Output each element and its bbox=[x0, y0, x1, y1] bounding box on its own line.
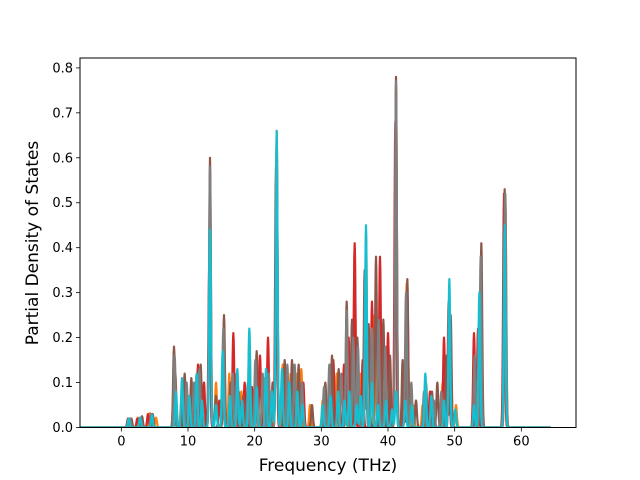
y-tick-label: 0.5 bbox=[52, 196, 73, 211]
x-tick-label: 10 bbox=[180, 435, 197, 450]
x-tick-label: 60 bbox=[513, 435, 530, 450]
y-tick-label: 0.7 bbox=[52, 106, 73, 121]
y-tick-label: 0.0 bbox=[52, 421, 73, 436]
y-tick-label: 0.6 bbox=[52, 151, 73, 166]
x-tick-label: 40 bbox=[380, 435, 397, 450]
y-tick-label: 0.8 bbox=[52, 61, 73, 76]
y-axis-label: Partial Density of States bbox=[23, 141, 43, 346]
y-tick-label: 0.1 bbox=[52, 376, 73, 391]
y-axis-ticks: 0.0 0.1 0.2 0.3 0.4 0.5 0.6 0.7 0.8 bbox=[52, 61, 80, 436]
y-tick-label: 0.2 bbox=[52, 331, 73, 346]
x-axis-ticks: 0 10 20 30 40 50 60 bbox=[117, 427, 530, 450]
y-tick-label: 0.3 bbox=[52, 286, 73, 301]
x-tick-label: 50 bbox=[446, 435, 463, 450]
plot-frame bbox=[79, 57, 577, 428]
x-tick-label: 30 bbox=[313, 435, 330, 450]
x-axis-label: Frequency (THz) bbox=[259, 456, 398, 476]
x-tick-label: 20 bbox=[246, 435, 263, 450]
x-tick-label: 0 bbox=[117, 435, 125, 450]
y-tick-label: 0.4 bbox=[52, 241, 73, 256]
